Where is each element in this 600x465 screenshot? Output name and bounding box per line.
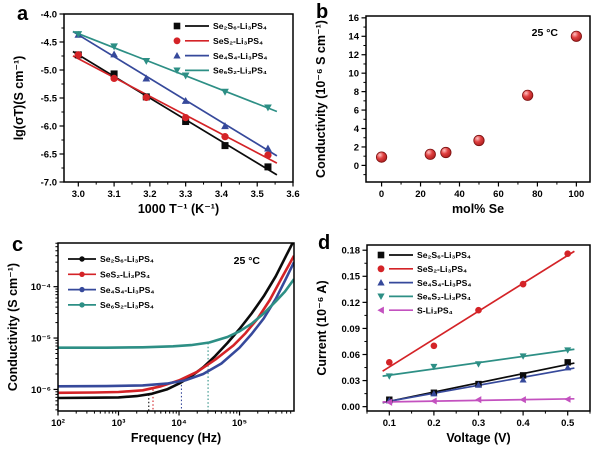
svg-text:0.18: 0.18 — [342, 246, 361, 257]
svg-text:10⁻⁵: 10⁻⁵ — [31, 333, 51, 344]
panel-c-letter: c — [12, 234, 24, 256]
svg-text:40: 40 — [454, 189, 465, 200]
panel-b-conductivity-chart: 25 °C 0 20 40 60 80 100 0 2 4 6 8 10 12 14 16 mol% Se Con… — [314, 13, 591, 216]
svg-text:10³: 10³ — [112, 418, 126, 429]
svg-text:Se₂S₆-Li₃PS₄: Se₂S₆-Li₃PS₄ — [213, 21, 267, 31]
svg-text:6: 6 — [354, 105, 359, 116]
svg-text:-6.0: -6.0 — [41, 121, 57, 132]
svg-text:0: 0 — [354, 161, 359, 172]
svg-text:0.15: 0.15 — [342, 272, 361, 283]
svg-text:3.5: 3.5 — [251, 189, 265, 200]
panel-a-arrhenius-chart: Se₂S₆-Li₃PS₄ SeS₂-Li₃PS₄ Se₄S₄-Li₃PS₄ Se₆S₂… — [12, 9, 300, 216]
svg-text:3.4: 3.4 — [215, 189, 229, 200]
svg-text:0.03: 0.03 — [342, 376, 361, 387]
panel-d-current-voltage-chart: Se₂S₆-Li₃PS₄ SeS₂-Li₃PS₄ Se₄S₄-Li₃PS₄ Se₆S₂… — [315, 244, 591, 445]
svg-text:Conductivity (S cm⁻¹): Conductivity (S cm⁻¹) — [6, 263, 20, 391]
svg-text:Se₄S₄-Li₃PS₄: Se₄S₄-Li₃PS₄ — [213, 51, 267, 61]
svg-text:3.2: 3.2 — [143, 189, 156, 200]
svg-text:60: 60 — [493, 189, 504, 200]
svg-text:Se₄S₄-Li₃PS₄: Se₄S₄-Li₃PS₄ — [100, 285, 154, 295]
svg-text:4: 4 — [354, 124, 360, 135]
svg-text:14: 14 — [348, 32, 359, 43]
svg-text:0: 0 — [379, 189, 384, 200]
svg-text:10⁻⁶: 10⁻⁶ — [31, 385, 51, 396]
svg-text:Frequency (Hz): Frequency (Hz) — [131, 431, 221, 445]
svg-text:2: 2 — [354, 142, 359, 153]
svg-text:Se₂S₆-Li₃PS₄: Se₂S₆-Li₃PS₄ — [100, 254, 154, 264]
svg-text:3.1: 3.1 — [107, 189, 121, 200]
svg-text:3.0: 3.0 — [72, 189, 85, 200]
svg-text:SeS₂-Li₃PS₄: SeS₂-Li₃PS₄ — [213, 36, 263, 46]
svg-text:-7.0: -7.0 — [41, 177, 57, 188]
svg-text:25 °C: 25 °C — [234, 255, 261, 267]
svg-text:0.06: 0.06 — [342, 350, 361, 361]
panel-b-letter: b — [316, 1, 329, 23]
panel-a-letter: a — [17, 3, 29, 25]
svg-text:0.09: 0.09 — [342, 324, 361, 335]
svg-text:3.6: 3.6 — [286, 189, 299, 200]
svg-text:0.12: 0.12 — [342, 298, 361, 309]
svg-text:0.2: 0.2 — [427, 418, 440, 429]
svg-text:Se₂S₆-Li₃PS₄: Se₂S₆-Li₃PS₄ — [417, 250, 471, 260]
svg-text:Current (10⁻⁶ A): Current (10⁻⁶ A) — [315, 280, 329, 375]
svg-text:0.5: 0.5 — [561, 418, 575, 429]
svg-text:10⁻⁴: 10⁻⁴ — [31, 282, 52, 293]
svg-text:1000 T⁻¹ (K⁻¹): 1000 T⁻¹ (K⁻¹) — [138, 202, 219, 216]
svg-text:Conductivity (10⁻⁶ S cm⁻¹): Conductivity (10⁻⁶ S cm⁻¹) — [314, 20, 328, 178]
svg-text:SeS₂-Li₃PS₄: SeS₂-Li₃PS₄ — [417, 264, 467, 274]
svg-text:-6.5: -6.5 — [41, 149, 58, 160]
svg-text:0.4: 0.4 — [516, 418, 530, 429]
svg-text:Voltage (V): Voltage (V) — [446, 431, 510, 445]
svg-text:80: 80 — [532, 189, 543, 200]
svg-text:0.3: 0.3 — [472, 418, 485, 429]
svg-text:-5.0: -5.0 — [41, 65, 57, 76]
svg-text:3.3: 3.3 — [179, 189, 192, 200]
svg-text:Se₆S₂-Li₃PS₄: Se₆S₂-Li₃PS₄ — [417, 292, 471, 302]
svg-text:mol% Se: mol% Se — [452, 202, 504, 216]
svg-text:Se₆S₂-Li₃PS₄: Se₆S₂-Li₃PS₄ — [213, 66, 267, 76]
svg-text:20: 20 — [415, 189, 426, 200]
svg-text:Se₆S₂-Li₃PS₄: Se₆S₂-Li₃PS₄ — [100, 300, 154, 310]
svg-text:S-Li₃PS₄: S-Li₃PS₄ — [417, 305, 453, 315]
svg-text:8: 8 — [354, 87, 359, 98]
panel-c-frequency-chart: Se₂S₆-Li₃PS₄ SeS₂-Li₃PS₄ Se₄S₄-Li₃PS₄ Se₆S₂… — [6, 242, 295, 445]
svg-text:100: 100 — [568, 189, 584, 200]
svg-text:25 °C: 25 °C — [532, 27, 559, 39]
svg-text:SeS₂-Li₃PS₄: SeS₂-Li₃PS₄ — [100, 270, 150, 280]
svg-text:-5.5: -5.5 — [41, 93, 58, 104]
svg-text:-4.5: -4.5 — [41, 37, 58, 48]
svg-text:lg(σT)(S cm⁻¹): lg(σT)(S cm⁻¹) — [12, 56, 26, 141]
svg-text:0.00: 0.00 — [342, 402, 361, 413]
svg-text:10²: 10² — [51, 418, 65, 429]
svg-text:10⁵: 10⁵ — [232, 418, 247, 429]
svg-text:16: 16 — [348, 13, 359, 24]
svg-text:10: 10 — [348, 69, 359, 80]
svg-text:12: 12 — [348, 50, 359, 61]
svg-text:Se₄S₄-Li₃PS₄: Se₄S₄-Li₃PS₄ — [417, 278, 471, 288]
svg-text:0.1: 0.1 — [383, 418, 397, 429]
svg-text:-4.0: -4.0 — [41, 9, 57, 20]
panel-d-letter: d — [318, 232, 331, 254]
svg-text:10⁴: 10⁴ — [171, 418, 187, 429]
